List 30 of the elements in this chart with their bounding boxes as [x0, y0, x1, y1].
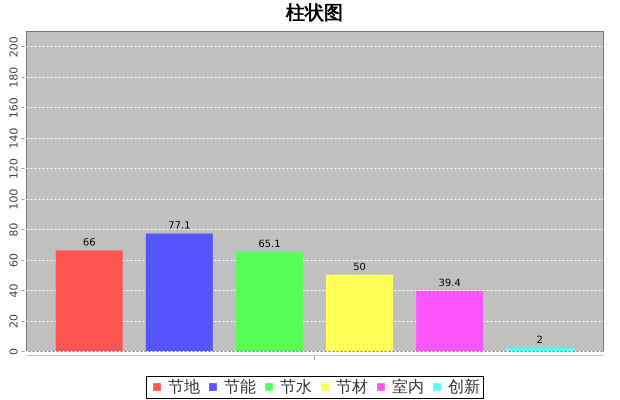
- bar: [146, 234, 213, 351]
- y-tick-label: 80: [8, 222, 20, 237]
- bar: [236, 252, 303, 351]
- legend-label: 节能: [224, 377, 256, 396]
- legend-label: 节地: [168, 377, 200, 396]
- bar: [326, 274, 394, 351]
- data-label: 65.1: [258, 238, 281, 250]
- y-tick-label: 60: [8, 253, 20, 268]
- data-label: 77.1: [168, 220, 190, 232]
- legend-label: 室内: [392, 377, 424, 396]
- data-label: 66: [82, 237, 96, 248]
- y-tick-label: 120: [8, 158, 20, 180]
- chart-title: 柱状图: [285, 2, 343, 24]
- legend-label: 创新: [448, 377, 480, 396]
- bar: [506, 348, 574, 351]
- y-tick-label: 40: [8, 284, 20, 298]
- y-tick-label: 180: [8, 66, 20, 88]
- y-tick-label: 100: [8, 188, 20, 210]
- y-tick-label: 0: [8, 348, 20, 355]
- bar: [416, 290, 484, 351]
- legend-label: 节材: [336, 377, 368, 396]
- bar: [56, 250, 123, 351]
- data-label: 39.4: [438, 278, 461, 289]
- y-tick-label: 140: [8, 128, 20, 149]
- y-tick-label: 200: [8, 36, 20, 58]
- y-tick-label: 160: [8, 97, 20, 118]
- data-label: 2: [536, 334, 543, 346]
- y-tick-label: 20: [8, 314, 20, 328]
- data-label: 50: [353, 262, 366, 273]
- legend-label: 节水: [280, 377, 312, 396]
